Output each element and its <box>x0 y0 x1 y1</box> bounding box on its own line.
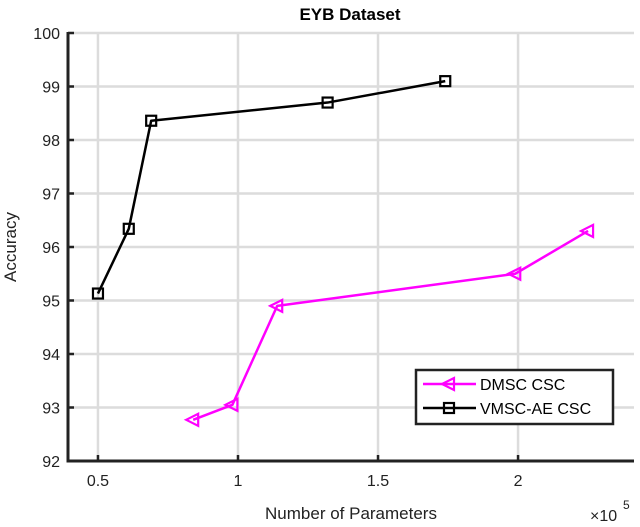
y-tick-label: 99 <box>42 80 60 97</box>
legend-item: DMSC CSC <box>423 376 565 394</box>
legend-label: DMSC CSC <box>480 377 565 394</box>
legend-item: VMSC-AE CSC <box>423 401 591 418</box>
y-tick-label: 94 <box>42 347 60 364</box>
y-tick-label: 98 <box>42 133 60 150</box>
x-tick-label: 1.5 <box>367 473 389 490</box>
x-tick-labels: 0.5 1 1.5 2 <box>87 473 523 490</box>
y-tick-labels: 92 93 94 95 96 97 98 99 100 <box>33 26 60 471</box>
series-dmsc-csc <box>183 223 595 428</box>
y-tick-label: 95 <box>42 294 60 311</box>
series-vmsc-ae-csc <box>91 75 452 300</box>
y-tick-label: 100 <box>33 26 60 43</box>
axes <box>66 31 634 463</box>
legend: DMSC CSC VMSC-AE CSC <box>414 368 615 426</box>
x-tick-label: 1 <box>234 473 243 490</box>
x-axis-label: Number of Parameters <box>265 504 437 523</box>
chart-title: EYB Dataset <box>299 5 400 24</box>
legend-label: VMSC-AE CSC <box>480 401 591 418</box>
y-tick-label: 96 <box>42 240 60 257</box>
y-axis-label: Accuracy <box>1 212 20 282</box>
y-tick-label: 93 <box>42 401 60 418</box>
x-tick-label: 0.5 <box>87 473 109 490</box>
y-tick-label: 97 <box>42 187 60 204</box>
x-multiplier-exponent: 5 <box>623 498 630 512</box>
x-multiplier: ×10 5 <box>590 498 630 525</box>
data-series <box>91 75 595 428</box>
x-tick-label: 2 <box>514 473 523 490</box>
y-tick-label: 92 <box>42 454 60 471</box>
x-multiplier-base: ×10 <box>590 508 617 525</box>
